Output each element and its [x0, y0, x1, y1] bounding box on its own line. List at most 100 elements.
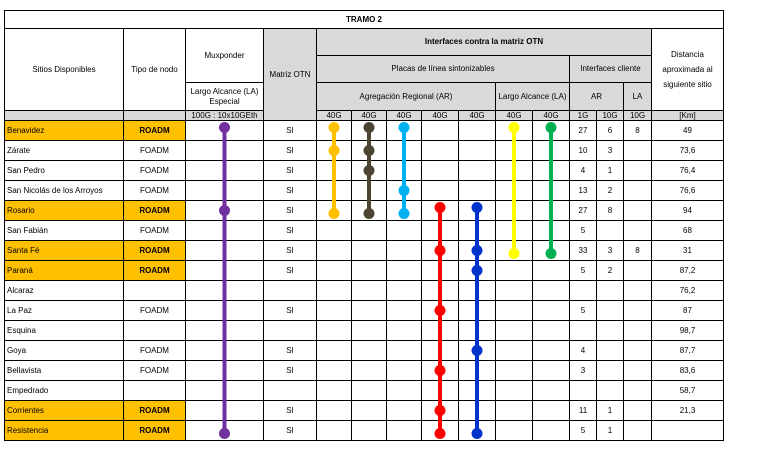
node-type: ROADM — [123, 200, 186, 221]
client-1g: 10 — [569, 140, 597, 161]
ar-cell — [386, 260, 422, 281]
site-name: San Pedro — [4, 160, 124, 181]
muxponder-cell — [185, 140, 264, 161]
client-10g-ar: 1 — [596, 160, 624, 181]
ar-cell — [351, 240, 387, 261]
site-name: Benavidez — [4, 120, 124, 141]
la-cell — [495, 160, 533, 181]
ar-cell — [386, 340, 422, 361]
client-1g: 27 — [569, 120, 597, 141]
muxponder-cell — [185, 380, 264, 401]
distance: 87 — [651, 300, 724, 321]
node-type: ROADM — [123, 240, 186, 261]
muxponder-cell — [185, 240, 264, 261]
muxponder-cell — [185, 320, 264, 341]
la-cell — [532, 220, 570, 241]
client-10g-la — [623, 200, 652, 221]
ar-cell — [458, 260, 496, 281]
matriz-cell: SI — [263, 360, 317, 381]
ar-cell — [458, 220, 496, 241]
muxponder-cell — [185, 160, 264, 181]
la-cell — [495, 200, 533, 221]
ar-cell — [386, 120, 422, 141]
muxponder-cell — [185, 280, 264, 301]
distance: 76,4 — [651, 160, 724, 181]
distance: 76,6 — [651, 180, 724, 201]
ar-cell — [351, 280, 387, 301]
ar-cell — [458, 160, 496, 181]
client-10g-ar: 2 — [596, 180, 624, 201]
ar-cell — [458, 200, 496, 221]
ar-cell — [421, 160, 459, 181]
ar-cell — [316, 360, 352, 381]
la-cell — [495, 140, 533, 161]
header-cliente-10g-ar: 10G — [596, 110, 624, 121]
ar-cell — [458, 240, 496, 261]
distance: 49 — [651, 120, 724, 141]
ar-cell — [386, 160, 422, 181]
table-row: Goya FOADM SI 4 87,7 — [4, 340, 724, 361]
header-cliente-la: LA — [623, 82, 652, 111]
client-10g-ar: 6 — [596, 120, 624, 141]
client-10g-la — [623, 140, 652, 161]
client-10g-la — [623, 220, 652, 241]
node-type: ROADM — [123, 260, 186, 281]
ar-cell — [458, 400, 496, 421]
matriz-cell: SI — [263, 400, 317, 421]
table-row: Bellavista FOADM SI 3 83,6 — [4, 360, 724, 381]
client-10g-la — [623, 300, 652, 321]
header-cap-40g: 40G — [532, 110, 570, 121]
ar-cell — [386, 300, 422, 321]
distance: 58,7 — [651, 380, 724, 401]
site-name: Alcaraz — [4, 280, 124, 301]
header-placas: Placas de línea sintonizables — [316, 55, 570, 83]
la-cell — [532, 300, 570, 321]
muxponder-cell — [185, 420, 264, 441]
table-title: TRAMO 2 — [4, 10, 724, 29]
la-cell — [495, 380, 533, 401]
matriz-cell — [263, 280, 317, 301]
ar-cell — [316, 200, 352, 221]
la-cell — [495, 360, 533, 381]
ar-cell — [316, 240, 352, 261]
ar-cell — [458, 280, 496, 301]
ar-cell — [351, 180, 387, 201]
ar-cell — [458, 340, 496, 361]
distance: 31 — [651, 240, 724, 261]
ar-cell — [458, 320, 496, 341]
ar-cell — [316, 260, 352, 281]
client-10g-ar: 8 — [596, 200, 624, 221]
ar-cell — [386, 240, 422, 261]
client-1g — [569, 380, 597, 401]
header-mux-cap: 100G : 10x10GEth — [185, 110, 264, 121]
la-cell — [495, 240, 533, 261]
client-10g-ar — [596, 320, 624, 341]
matriz-cell: SI — [263, 220, 317, 241]
client-10g-la — [623, 340, 652, 361]
table-row: San Nicolás de los Arroyos FOADM SI 13 2 76,6 — [4, 180, 724, 201]
header-cliente: Interfaces cliente — [569, 55, 652, 83]
header-distancia: Distancia aproximada al siguiente sitio — [651, 28, 724, 111]
table-row: Empedrado 58,7 — [4, 380, 724, 401]
header-sitios: Sitios Disponibles — [4, 28, 124, 111]
la-cell — [495, 220, 533, 241]
table-row: Alcaraz 76,2 — [4, 280, 724, 301]
site-name: La Paz — [4, 300, 124, 321]
site-name: Bellavista — [4, 360, 124, 381]
muxponder-cell — [185, 120, 264, 141]
matriz-cell: SI — [263, 340, 317, 361]
table-row: San Pedro FOADM SI 4 1 76,4 — [4, 160, 724, 181]
ar-cell — [458, 420, 496, 441]
table-row: Santa Fé ROADM SI 33 3 8 31 — [4, 240, 724, 261]
ar-cell — [316, 160, 352, 181]
la-cell — [532, 360, 570, 381]
ar-cell — [458, 140, 496, 161]
ar-cell — [316, 320, 352, 341]
site-name: Goya — [4, 340, 124, 361]
distance: 87,2 — [651, 260, 724, 281]
site-name: San Nicolás de los Arroyos — [4, 180, 124, 201]
node-type — [123, 380, 186, 401]
site-name: Empedrado — [4, 380, 124, 401]
ar-cell — [386, 360, 422, 381]
ar-cell — [421, 200, 459, 221]
